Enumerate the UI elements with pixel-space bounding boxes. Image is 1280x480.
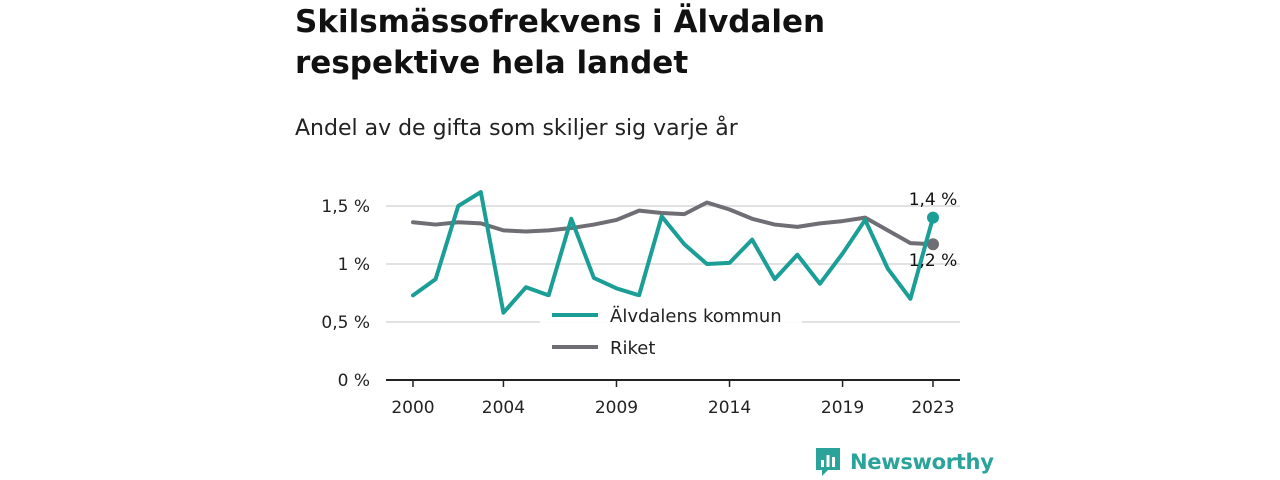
brand-name: Newsworthy xyxy=(850,450,994,474)
x-tick-label: 2004 xyxy=(482,398,525,418)
y-tick-label: 0 % xyxy=(338,371,370,391)
x-axis-ticks: 2000 2004 2009 2014 2019 2023 xyxy=(391,380,955,418)
legend-label: Riket xyxy=(610,338,655,359)
newsworthy-logo: Newsworthy xyxy=(814,446,994,478)
y-axis-tick-labels: 0 % 0,5 % 1 % 1,5 % xyxy=(321,197,370,391)
chart-title: Skilsmässofrekvens i Älvdalen respektive… xyxy=(295,4,826,81)
x-tick-label: 2000 xyxy=(391,398,434,418)
y-tick-label: 0,5 % xyxy=(321,313,370,333)
bar-chart-speech-bubble-icon xyxy=(816,448,840,476)
x-tick-label: 2023 xyxy=(911,398,954,418)
series-line-alvdalen xyxy=(411,190,935,315)
end-point-riket xyxy=(927,238,939,251)
end-point-alvdalen xyxy=(927,211,939,224)
legend-background xyxy=(540,297,802,365)
series-lines: 1,4 % 1,2 % xyxy=(411,190,958,315)
end-label-riket: 1,2 % xyxy=(909,251,958,271)
series-line-riket xyxy=(411,200,935,247)
y-tick-label: 1,5 % xyxy=(321,197,370,217)
end-label-alvdalen: 1,4 % xyxy=(909,190,958,210)
x-tick-label: 2019 xyxy=(821,398,864,418)
chart-subtitle: Andel av de gifta som skiljer sig varje … xyxy=(295,116,738,141)
x-tick-label: 2009 xyxy=(595,398,638,418)
legend-label: Älvdalens kommun xyxy=(610,306,782,327)
x-tick-label: 2014 xyxy=(708,398,751,418)
legend: Älvdalens kommun Riket xyxy=(540,297,802,365)
y-tick-label: 1 % xyxy=(338,255,370,275)
